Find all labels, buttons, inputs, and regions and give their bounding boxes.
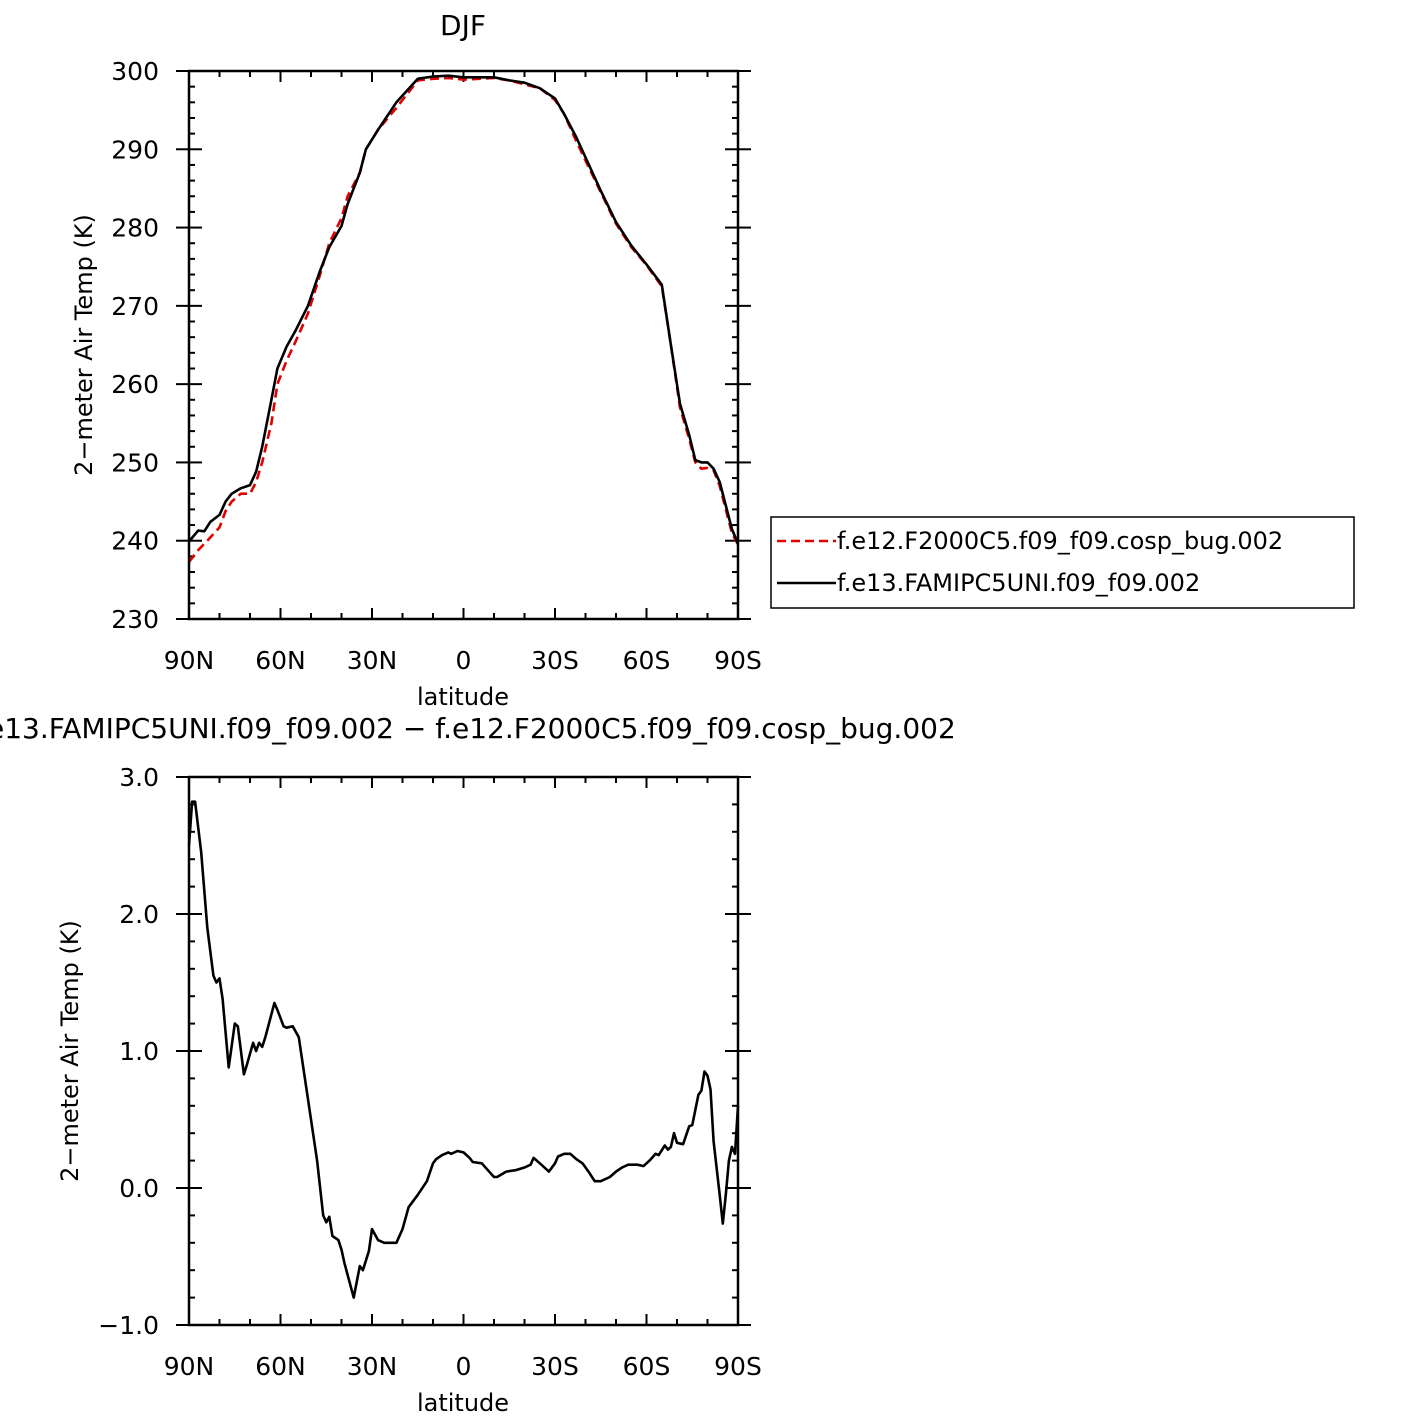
top-chart-title: DJF xyxy=(440,9,486,42)
x-tick-label: 60N xyxy=(255,1352,306,1381)
top-chart-frame xyxy=(187,69,740,621)
x-tick-label: 0 xyxy=(456,646,472,675)
y-tick-label: 240 xyxy=(111,527,159,556)
top-chart-legend: f.e12.F2000C5.f09_f09.cosp_bug.002 f.e13… xyxy=(770,516,1355,609)
y-tick-label: 2.0 xyxy=(119,900,159,929)
x-tick-label: 90N xyxy=(164,646,215,675)
bottom-chart: f.e13.FAMIPC5UNI.f09_f09.002 − f.e12.F20… xyxy=(0,712,956,1417)
series-line-1 xyxy=(187,800,740,1299)
x-tick-label: 0 xyxy=(456,1352,472,1381)
series-line-1 xyxy=(187,76,740,563)
bottom-chart-lines xyxy=(187,800,740,1299)
x-tick-label: 90N xyxy=(164,1352,215,1381)
y-tick-label: 270 xyxy=(111,292,159,321)
y-tick-label: 230 xyxy=(111,605,159,634)
x-tick-label: 30N xyxy=(347,646,398,675)
x-tick-label: 30N xyxy=(347,1352,398,1381)
x-tick-label: 30S xyxy=(531,1352,579,1381)
legend-label-series-2: f.e13.FAMIPC5UNI.f09_f09.002 xyxy=(837,569,1200,597)
top-chart: DJF 90N 60N 30N 0 30S 60S 90S 300 290 280 270 260 25… xyxy=(70,9,1355,711)
x-tick-label: 90S xyxy=(714,646,762,675)
y-tick-label: 0.0 xyxy=(119,1174,159,1203)
y-tick-label: 260 xyxy=(111,370,159,399)
y-tick-label: 290 xyxy=(111,135,159,164)
x-tick-label: 60N xyxy=(255,646,306,675)
bottom-chart-ticks: 90N 60N 30N 0 30S 60S 90S 3.0 2.0 1.0 0.0 −1.0 xyxy=(98,763,762,1381)
y-tick-label: 3.0 xyxy=(119,763,159,792)
bottom-chart-title: f.e13.FAMIPC5UNI.f09_f09.002 − f.e12.F20… xyxy=(0,712,956,745)
legend-box xyxy=(770,516,1355,609)
y-tick-label: −1.0 xyxy=(98,1311,159,1340)
top-chart-lines xyxy=(187,74,740,563)
legend-label-series-1: f.e12.F2000C5.f09_f09.cosp_bug.002 xyxy=(837,527,1283,555)
y-tick-label: 300 xyxy=(111,57,159,86)
bottom-chart-frame xyxy=(187,775,740,1327)
top-chart-x-axis-label: latitude xyxy=(417,683,509,711)
x-tick-label: 30S xyxy=(531,646,579,675)
x-tick-label: 60S xyxy=(623,646,671,675)
x-tick-label: 90S xyxy=(714,1352,762,1381)
top-chart-ticks: 90N 60N 30N 0 30S 60S 90S 300 290 280 270 260 250 240… xyxy=(111,57,762,675)
bottom-chart-x-axis-label: latitude xyxy=(417,1389,509,1417)
y-tick-label: 250 xyxy=(111,448,159,477)
series-line-2 xyxy=(188,74,740,545)
top-chart-y-axis-label: 2−meter Air Temp (K) xyxy=(70,214,98,476)
y-tick-label: 1.0 xyxy=(119,1037,159,1066)
y-tick-label: 280 xyxy=(111,214,159,243)
bottom-chart-y-axis-label: 2−meter Air Temp (K) xyxy=(56,920,84,1182)
x-tick-label: 60S xyxy=(623,1352,671,1381)
